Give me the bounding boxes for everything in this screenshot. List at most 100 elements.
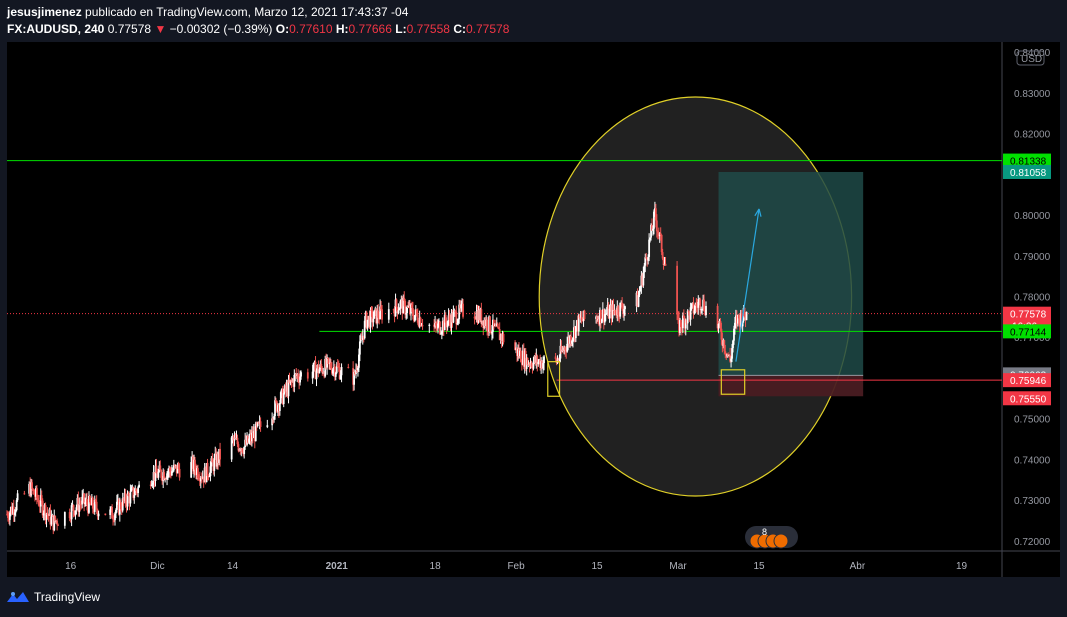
candle-body bbox=[331, 369, 334, 374]
price-label-tag[interactable] bbox=[1003, 153, 1051, 168]
candle-body bbox=[170, 471, 172, 476]
candle-body bbox=[152, 472, 155, 483]
candle-body bbox=[497, 327, 500, 330]
candle-body bbox=[161, 477, 164, 482]
price-label-tag[interactable] bbox=[1003, 324, 1051, 339]
highlight-box[interactable] bbox=[547, 361, 561, 397]
candle-body bbox=[603, 314, 606, 323]
candle-body bbox=[340, 366, 343, 376]
candle-body bbox=[323, 372, 326, 377]
candle-body bbox=[529, 363, 532, 366]
candle-body bbox=[526, 357, 529, 366]
candle-body bbox=[165, 478, 167, 480]
candle-body bbox=[399, 301, 402, 309]
currency-badge[interactable] bbox=[1016, 50, 1045, 66]
candle-body bbox=[277, 405, 280, 411]
candle-body bbox=[481, 320, 484, 325]
candle-body bbox=[733, 328, 735, 341]
author-name[interactable]: jesusjimenez bbox=[7, 5, 82, 19]
candle-body bbox=[428, 324, 431, 326]
target-zone[interactable] bbox=[718, 171, 864, 376]
brand-name[interactable]: TradingView bbox=[34, 590, 101, 604]
candle-body bbox=[700, 308, 703, 311]
candle-body bbox=[580, 317, 583, 321]
candle-body bbox=[690, 304, 693, 308]
y-tick-label: 0.84000 bbox=[1014, 48, 1051, 59]
candle-body bbox=[460, 304, 463, 309]
x-tick-label: 2021 bbox=[326, 561, 349, 572]
candle-body bbox=[433, 324, 436, 327]
candle-body bbox=[448, 315, 451, 321]
candle-body bbox=[278, 403, 281, 411]
candle-body bbox=[97, 513, 100, 517]
event-flag-icon[interactable] bbox=[773, 533, 789, 549]
candle-body bbox=[55, 520, 58, 522]
candle-body bbox=[600, 309, 602, 323]
candle-body bbox=[130, 488, 133, 492]
candle-body bbox=[501, 334, 504, 342]
candle-body bbox=[173, 464, 176, 466]
candle-body bbox=[401, 299, 404, 314]
candle-body bbox=[234, 437, 237, 440]
candle-body bbox=[328, 358, 330, 364]
candle-body bbox=[682, 315, 685, 319]
candle-body bbox=[480, 309, 483, 325]
candle-body bbox=[153, 472, 156, 482]
candle-body bbox=[485, 319, 488, 326]
candle-body bbox=[601, 309, 604, 320]
projection-arrow[interactable] bbox=[735, 208, 760, 362]
candle-body bbox=[339, 375, 342, 379]
tradingview-logo-icon[interactable] bbox=[6, 590, 30, 604]
x-tick-label: Mar bbox=[669, 561, 687, 572]
candle-body bbox=[113, 519, 115, 521]
candle-body bbox=[109, 509, 112, 516]
candle-body bbox=[620, 302, 623, 304]
price-label-value: 0.77578 bbox=[1010, 310, 1047, 321]
candle-body bbox=[76, 498, 79, 508]
candle-body bbox=[159, 465, 162, 471]
highlight-box[interactable] bbox=[720, 369, 746, 395]
candle-body bbox=[616, 306, 619, 316]
candle-body bbox=[563, 347, 566, 351]
candle-body bbox=[369, 309, 372, 328]
candle-body bbox=[574, 326, 577, 339]
stop-zone[interactable] bbox=[718, 375, 864, 397]
candle-body bbox=[659, 233, 662, 236]
candle-body bbox=[400, 299, 403, 302]
candle-body bbox=[332, 367, 335, 370]
candle-body bbox=[662, 258, 665, 265]
candle-body bbox=[122, 497, 125, 501]
candle-body bbox=[536, 355, 539, 365]
candle-body bbox=[538, 359, 541, 362]
price-label-tag[interactable] bbox=[1003, 373, 1051, 388]
symbol-label[interactable]: FX:AUDUSD, 240 bbox=[7, 22, 105, 36]
candle-body bbox=[542, 363, 544, 369]
candle-body bbox=[478, 310, 481, 321]
candle-body bbox=[85, 499, 87, 503]
candle-body bbox=[135, 489, 138, 492]
candle-body bbox=[484, 320, 487, 326]
price-label-tag[interactable] bbox=[1003, 164, 1051, 179]
candle-body bbox=[361, 335, 364, 340]
y-tick-label: 0.79000 bbox=[1014, 252, 1051, 263]
candle-body bbox=[380, 306, 382, 310]
candle-body bbox=[71, 504, 74, 506]
high-value: 0.77666 bbox=[348, 22, 392, 36]
candle-body bbox=[355, 369, 357, 374]
candle-body bbox=[543, 356, 545, 364]
candle-body bbox=[50, 516, 53, 525]
published-text: publicado en TradingView.com, Marzo 12, … bbox=[85, 5, 409, 19]
candle-body bbox=[242, 452, 245, 455]
candle-body bbox=[701, 308, 704, 310]
time-axis[interactable] bbox=[7, 551, 1002, 577]
candle-body bbox=[606, 305, 609, 314]
candle-body bbox=[654, 208, 657, 221]
candle-body bbox=[248, 438, 250, 443]
candle-body bbox=[366, 319, 369, 329]
candle-body bbox=[372, 318, 375, 323]
price-label-tag[interactable] bbox=[1003, 391, 1051, 406]
candle-body bbox=[663, 263, 666, 265]
candle-body bbox=[565, 350, 568, 352]
candle-body bbox=[200, 477, 203, 479]
